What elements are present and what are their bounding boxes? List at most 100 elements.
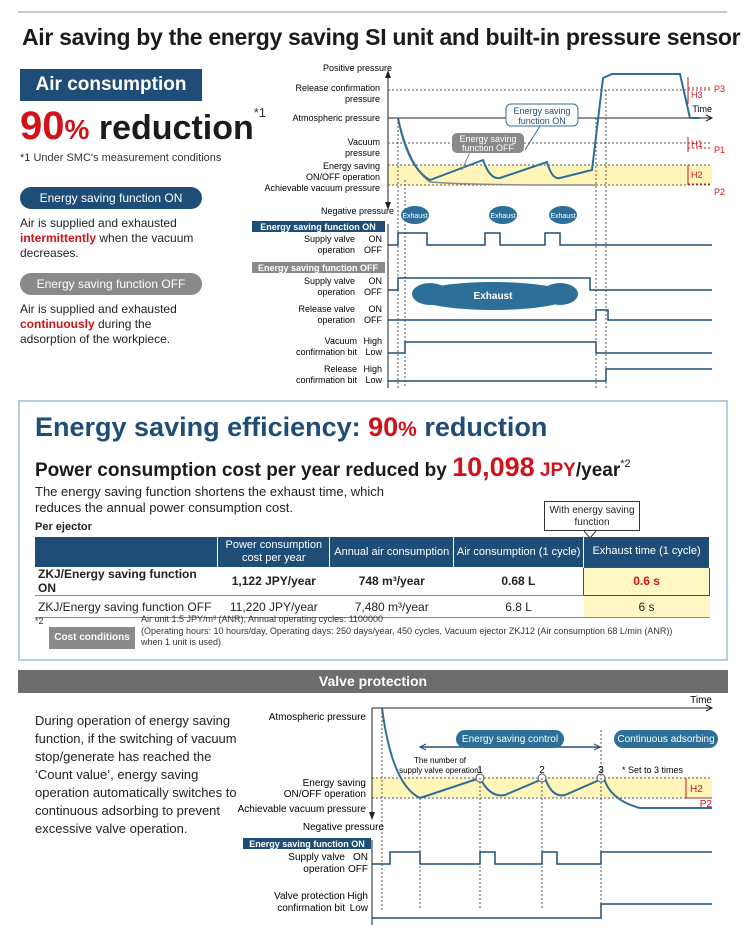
time-arrow <box>705 114 714 122</box>
vp-count-label-1: The number of <box>414 756 467 765</box>
vp-off-label: OFF <box>348 864 368 875</box>
exhaust-cloud-3 <box>549 206 577 224</box>
energy-saving-off-pill: Energy saving function OFF <box>20 273 202 295</box>
vp-on-label: ON <box>353 852 368 863</box>
table-cell: 0.68 L <box>453 567 584 596</box>
exhaust-cloud-1 <box>401 206 429 224</box>
off-desc-text-2: during the adsorption of the workpiece. <box>20 317 171 346</box>
table-header-row: Power consumption cost per year Annual a… <box>35 537 710 567</box>
section-on-header <box>252 221 385 232</box>
cost-mark: *2 <box>620 458 631 470</box>
vp-pressure-curve <box>381 707 712 809</box>
efficiency-title-text: Energy saving efficiency: <box>35 412 369 442</box>
label-h3: H3 <box>691 90 703 100</box>
table-header-cell <box>35 537 219 567</box>
vp-time-arrow <box>705 704 714 712</box>
table-header-cell: Power consumption cost per year <box>217 537 331 567</box>
per-ejector-label: Per ejector <box>35 521 92 533</box>
on-desc-text: Air is supplied and exhausted <box>20 216 177 230</box>
release-confirmation-signal <box>388 368 712 382</box>
exhaust-large-label: Exhaust <box>474 291 514 302</box>
efficiency-table: Power consumption cost per year Annual a… <box>35 537 710 618</box>
off-desc-bold: continuously <box>20 317 95 331</box>
energy-saving-on-pill: Energy saving function ON <box>20 187 202 209</box>
page-title: Air saving by the energy saving SI unit … <box>22 24 741 50</box>
vp-label-negative: Negative pressure <box>303 822 385 833</box>
off-desc-text: Air is supplied and exhausted <box>20 302 177 316</box>
vp-label-h2: H2 <box>690 784 703 795</box>
callout-on-line1: Energy saving <box>513 106 570 116</box>
release-valve-signal <box>388 309 712 321</box>
cost-conditions-line: Air unit 1.5 JPY/m³ (ANR), Annual operat… <box>141 614 383 624</box>
cost-headline: Power consumption cost per year reduced … <box>35 452 631 483</box>
callout-on-line2: function ON <box>518 116 566 126</box>
label-vacuum: Vacuum <box>348 137 380 147</box>
callout-off-pointer <box>461 151 471 171</box>
vp-count-2: 2 <box>539 765 545 776</box>
exhaust-label-3: Exhaust <box>550 213 575 220</box>
vacuum-confirmation-signal <box>388 341 712 354</box>
vp-high-label: High <box>347 891 368 902</box>
valve-protection-bar: Valve protection <box>18 670 728 693</box>
table-cell: 6.8 L <box>453 595 584 618</box>
label-es-onoff: Energy saving <box>323 161 380 171</box>
with-energy-saving-callout: With energy saving function <box>544 501 640 531</box>
off-supply-label: Supply valve <box>304 276 355 286</box>
exhaust-cloud-2 <box>489 206 517 224</box>
efficiency-title-pct-sign: % <box>398 418 417 441</box>
y-axis-arrow-down <box>385 202 391 210</box>
vacuum-conf-label: Vacuum <box>325 336 357 346</box>
energy-saving-control-pill <box>456 730 564 748</box>
range-arrow-left <box>418 743 427 751</box>
table-header-cell: Air consumption (1 cycle) <box>453 537 585 567</box>
on-off-label: OFF <box>364 245 382 255</box>
cost-conditions-line: (Operating hours: 10 hours/day, Operatin… <box>141 625 673 636</box>
cost-value: 10,098 <box>452 452 535 482</box>
y-axis-arrow-up <box>385 70 391 78</box>
vp-low-label: Low <box>350 903 369 914</box>
table-cell: ZKJ/Energy saving function OFF <box>35 595 218 618</box>
exhaust-cloud-large <box>412 282 578 310</box>
label-release-confirmation-2: pressure <box>345 94 380 104</box>
label-release-confirmation: Release confirmation <box>295 83 380 93</box>
cost-conditions-text: Air unit 1.5 JPY/m³ (ANR), Annual operat… <box>141 614 721 649</box>
table-cell: 1,122 JPY/year <box>217 567 330 596</box>
callout-on-pointer <box>524 125 541 151</box>
vp-section-on-label: Energy saving function ON <box>249 839 365 849</box>
callout-off-line1: Energy saving <box>459 134 516 144</box>
hysteresis-band <box>387 165 712 185</box>
off-operation-label: operation <box>317 287 355 297</box>
off-on-label: ON <box>369 276 383 286</box>
table-cell-highlight: 0.6 s <box>583 566 710 596</box>
label-vacuum-2: pressure <box>345 148 380 158</box>
efficiency-title: Energy saving efficiency: 90% reduction <box>35 412 547 443</box>
vp-supply-label: Supply valve <box>288 852 345 863</box>
vp-count-label-2: supply valve operation: <box>399 766 481 775</box>
exhaust-label-2: Exhaust <box>490 213 515 220</box>
release-conf-bit-label: confirmation bit <box>296 375 358 385</box>
vp-label-energy-saving-control: Energy saving control <box>462 734 558 745</box>
reduction-note-mark: *1 <box>253 105 267 120</box>
on-desc-bold: intermittently <box>20 231 97 245</box>
vp-section-on-header <box>243 838 371 849</box>
vp-operation-label: operation <box>303 864 345 875</box>
on-supply-label: Supply valve <box>304 234 355 244</box>
vacuum-high-label: High <box>363 336 382 346</box>
reduction-word: reduction <box>89 109 254 147</box>
table-row: ZKJ/Energy saving function ON 1,122 JPY/… <box>35 566 710 596</box>
release-high-label: High <box>363 364 382 374</box>
label-es-onoff-2: ON/OFF operation <box>306 172 380 182</box>
footnote-1: *1 Under SMC's measurement conditions <box>20 152 222 164</box>
label-p3: P3 <box>714 84 725 94</box>
release-on-label: ON <box>369 304 383 314</box>
label-achievable: Achievable vacuum pressure <box>264 183 380 193</box>
section-on-label: Energy saving function ON <box>260 222 376 232</box>
reduction-percent: % <box>64 114 90 145</box>
label-atmospheric: Atmospheric pressure <box>292 113 380 123</box>
off-supply-valve-signal <box>388 277 712 291</box>
vp-label-achievable: Achievable vacuum pressure <box>238 804 367 815</box>
air-consumption-tag: Air consumption <box>20 69 202 101</box>
efficiency-panel <box>18 400 728 661</box>
label-p2: P2 <box>714 187 725 197</box>
cost-conditions-line: when 1 unit is used) <box>141 637 222 647</box>
